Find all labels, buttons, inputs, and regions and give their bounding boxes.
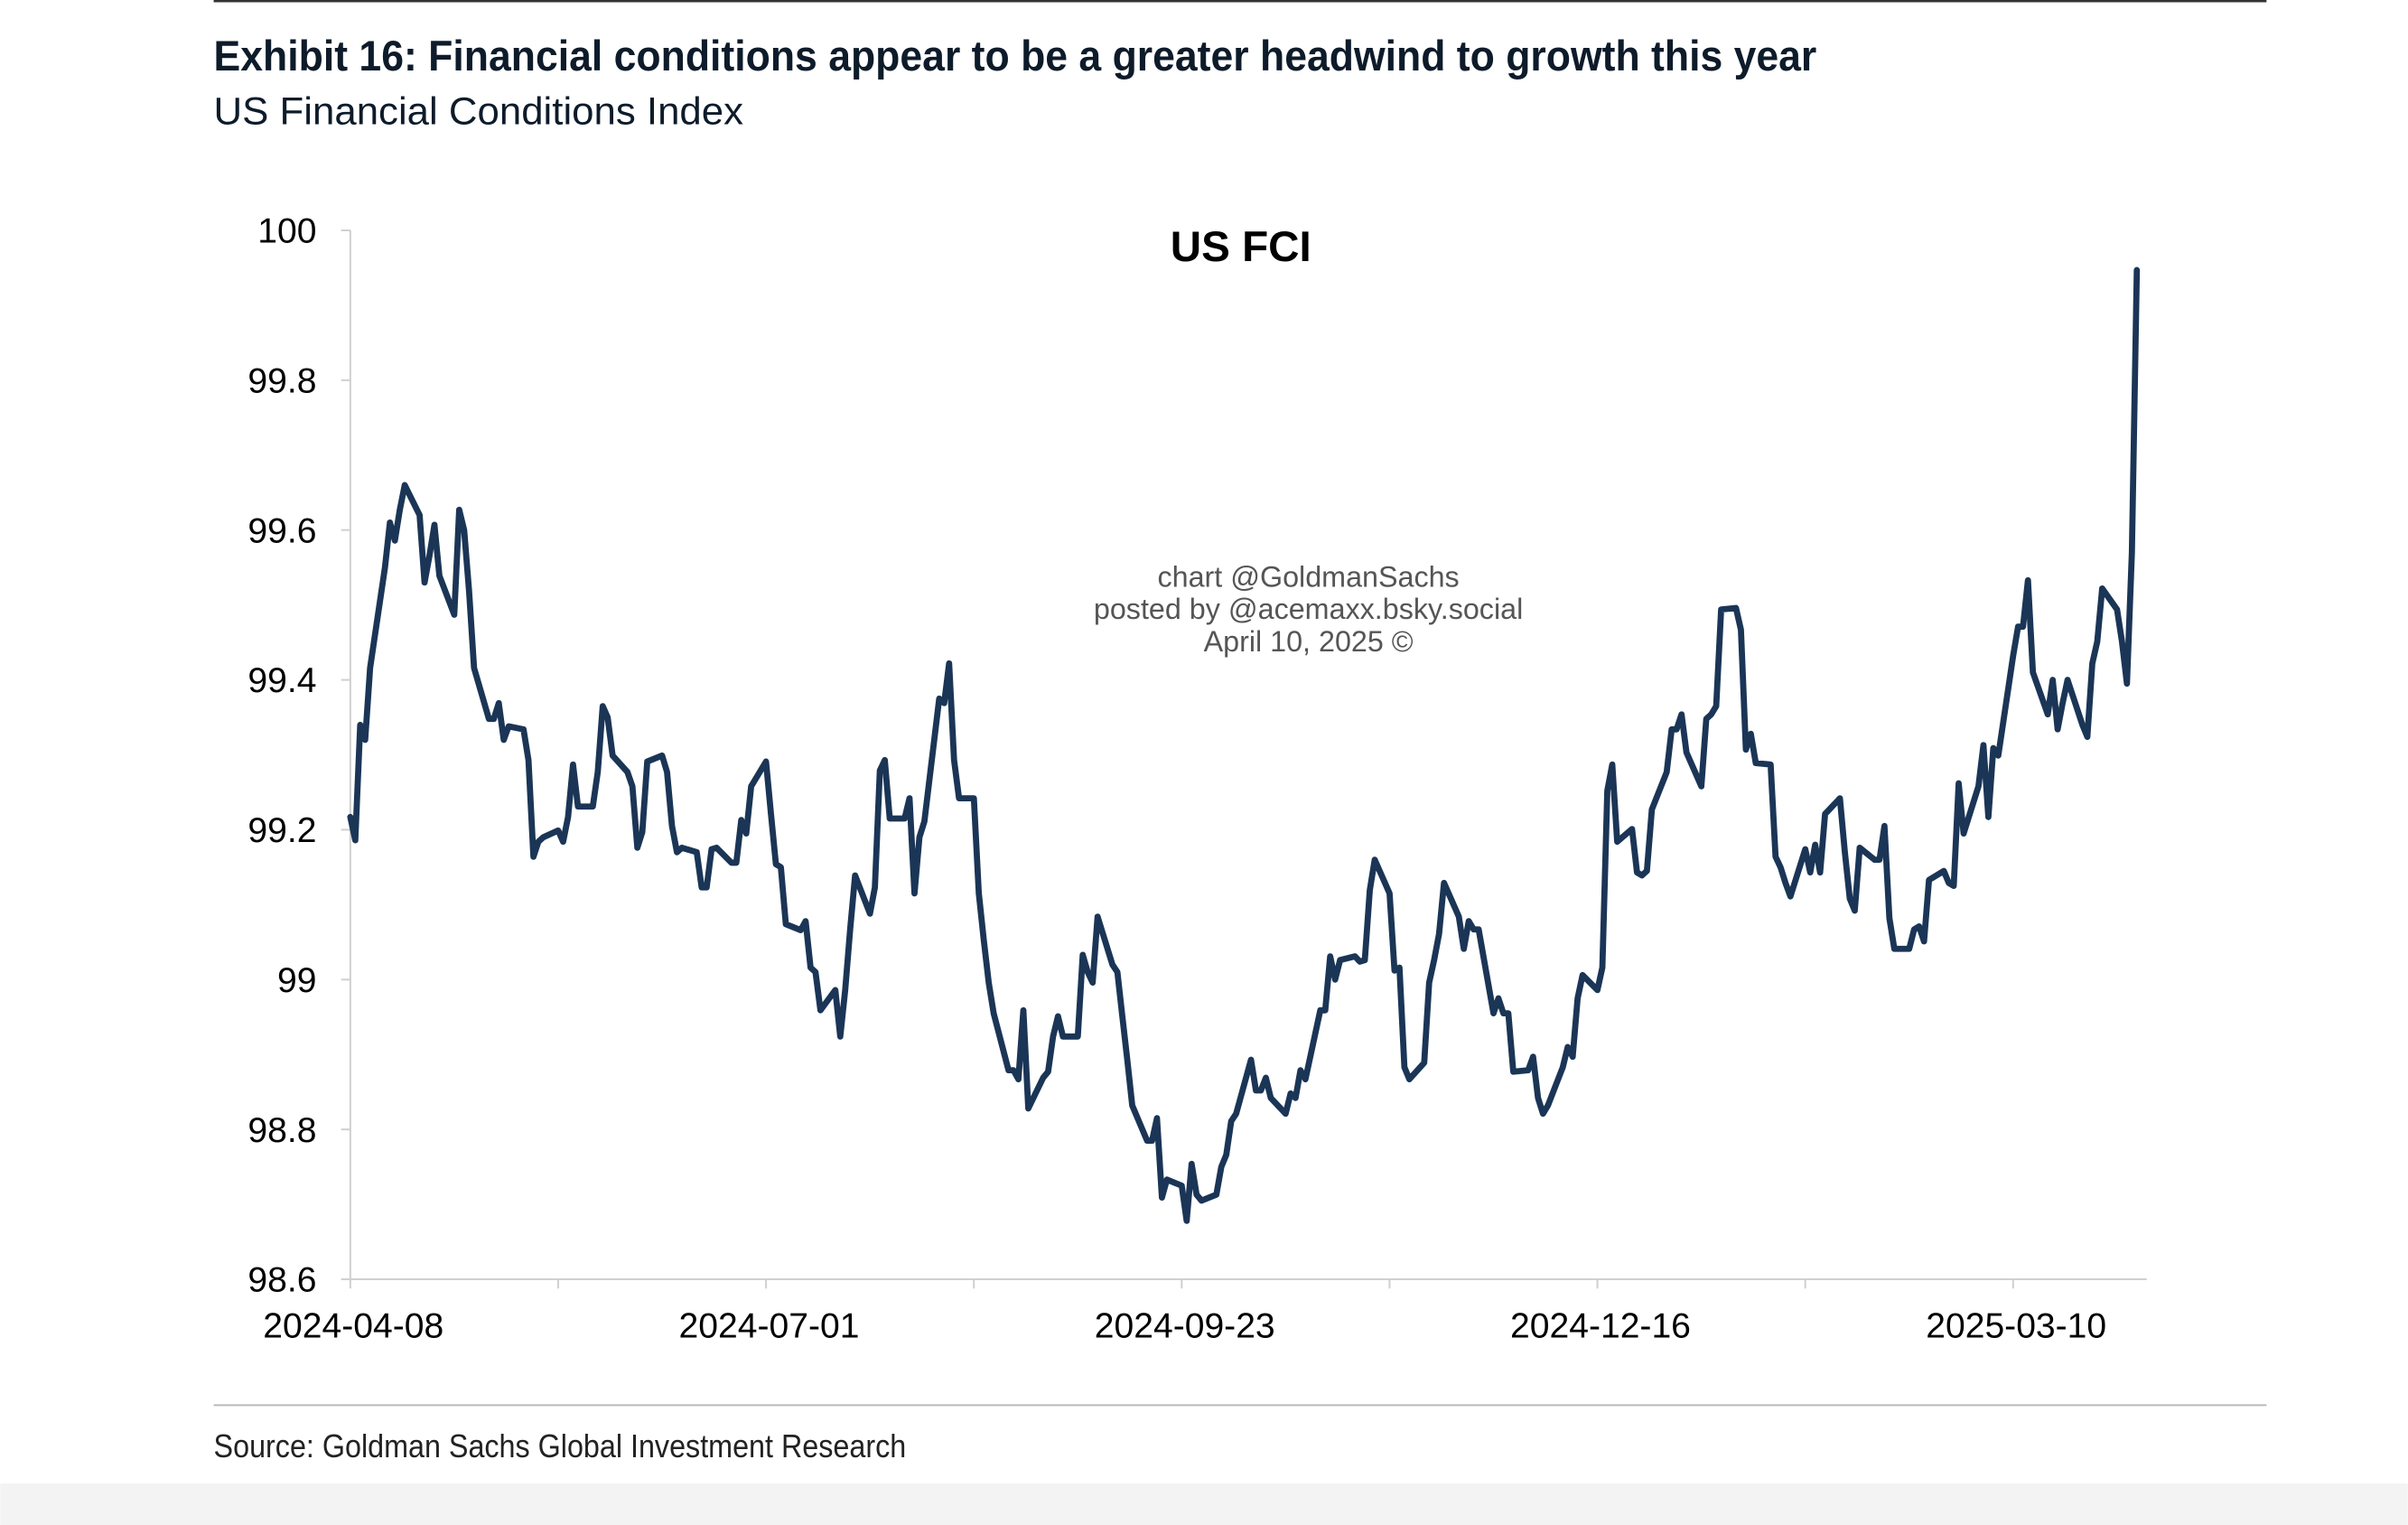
y-tick-label: 100 [257, 212, 316, 251]
watermark: posted by @acemaxx.bsky.social [1094, 593, 1523, 625]
x-tick-label: 2024-09-23 [1095, 1307, 1275, 1346]
series-line [347, 267, 2141, 1224]
y-tick-label: 99.2 [247, 811, 316, 850]
x-tick-label: 2024-07-01 [679, 1307, 860, 1346]
footer-band [0, 1483, 2408, 1525]
y-tick-label: 99.8 [247, 361, 316, 400]
y-tick-label: 99.6 [247, 511, 316, 550]
x-tick-label: 2024-04-08 [263, 1307, 443, 1346]
source: Source: Goldman Sachs Global Investment … [214, 1428, 907, 1464]
y-tick-label: 99.4 [247, 661, 316, 700]
watermark: chart @GoldmanSachs [1157, 560, 1459, 593]
x-tick-label: 2024-12-16 [1510, 1307, 1691, 1346]
chart-title: US FCI [1171, 223, 1311, 271]
x-tick-label: 2025-03-10 [1926, 1307, 2106, 1346]
title: Exhibit 16: Financial conditions appear … [214, 33, 1817, 80]
y-tick-label: 98.6 [247, 1261, 316, 1300]
subtitle: US Financial Conditions Index [214, 91, 743, 134]
watermark: April 10, 2025 © [1204, 625, 1414, 658]
y-tick-label: 99 [277, 961, 316, 1000]
y-tick-label: 98.8 [247, 1111, 316, 1150]
